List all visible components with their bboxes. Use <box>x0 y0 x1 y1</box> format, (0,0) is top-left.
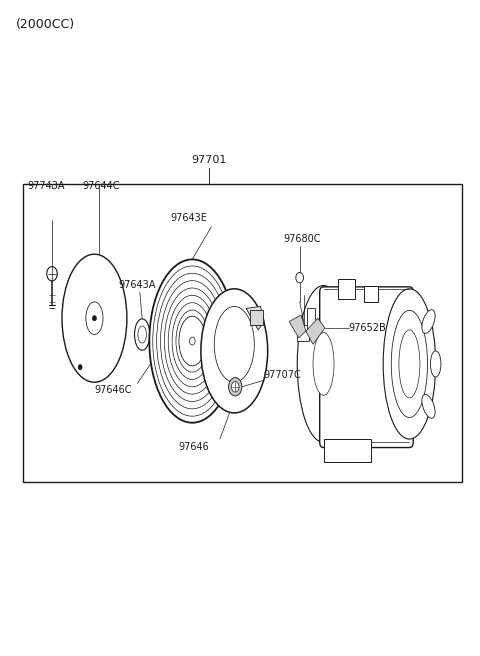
Bar <box>23 184 462 482</box>
Text: 97646: 97646 <box>178 442 209 453</box>
Text: 97680C: 97680C <box>283 234 321 245</box>
Bar <box>324 439 371 462</box>
Ellipse shape <box>431 351 441 377</box>
Bar <box>250 310 263 325</box>
Ellipse shape <box>214 306 254 382</box>
Text: 97701: 97701 <box>192 155 227 165</box>
Polygon shape <box>246 306 264 330</box>
Text: 97646C: 97646C <box>95 386 132 396</box>
Ellipse shape <box>86 302 103 335</box>
Ellipse shape <box>153 338 160 357</box>
Bar <box>338 279 355 298</box>
Ellipse shape <box>422 394 435 419</box>
Ellipse shape <box>422 310 435 333</box>
Text: 97644C: 97644C <box>83 181 120 191</box>
Text: 97707C: 97707C <box>264 370 301 380</box>
Ellipse shape <box>201 289 268 413</box>
Ellipse shape <box>383 289 436 439</box>
Ellipse shape <box>391 310 428 417</box>
Ellipse shape <box>313 333 334 396</box>
Circle shape <box>303 327 309 335</box>
Ellipse shape <box>149 259 235 422</box>
Ellipse shape <box>62 254 127 382</box>
Ellipse shape <box>179 316 205 366</box>
FancyBboxPatch shape <box>320 287 413 447</box>
Text: (2000CC): (2000CC) <box>16 18 75 31</box>
Polygon shape <box>306 318 325 344</box>
Circle shape <box>78 365 82 370</box>
Ellipse shape <box>134 319 150 350</box>
Text: 97643E: 97643E <box>171 213 208 224</box>
Circle shape <box>93 316 96 321</box>
Text: 97643A: 97643A <box>118 280 156 290</box>
Bar <box>297 325 309 341</box>
Circle shape <box>190 337 195 345</box>
Ellipse shape <box>399 330 420 398</box>
Ellipse shape <box>150 333 163 362</box>
Circle shape <box>228 378 242 396</box>
Text: 97743A: 97743A <box>28 181 65 191</box>
Bar <box>364 285 378 302</box>
Text: 97652B: 97652B <box>349 323 386 333</box>
Circle shape <box>296 272 303 283</box>
Ellipse shape <box>138 326 146 343</box>
Ellipse shape <box>297 285 350 442</box>
Circle shape <box>231 382 239 392</box>
Bar <box>307 308 315 331</box>
Polygon shape <box>289 315 306 338</box>
Circle shape <box>47 266 57 281</box>
